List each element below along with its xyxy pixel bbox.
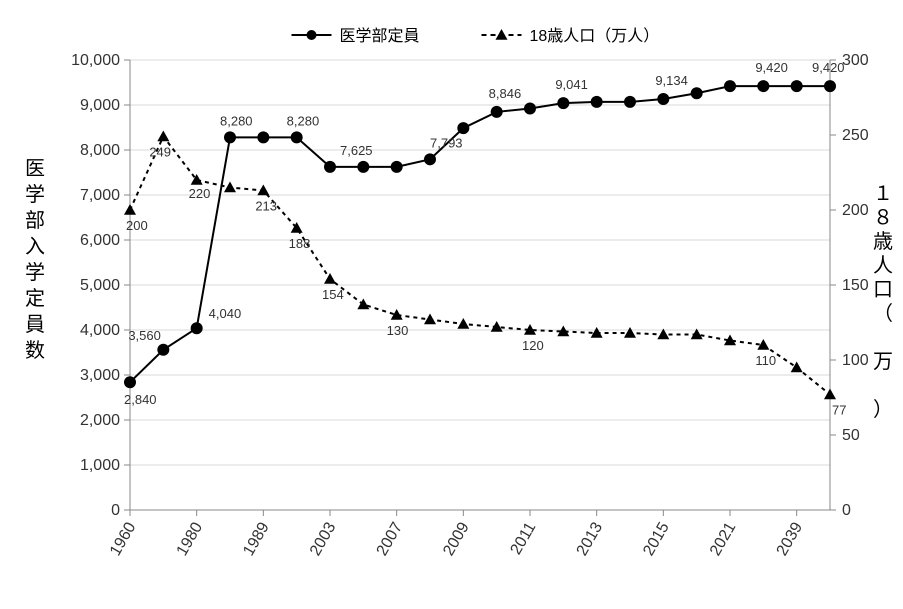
data-point xyxy=(757,80,769,92)
data-label: 77 xyxy=(832,403,846,418)
data-point xyxy=(491,106,503,118)
data-label: 130 xyxy=(387,323,409,338)
y-left-tick: 10,000 xyxy=(71,52,120,69)
data-point xyxy=(624,96,636,108)
y-right-tick: 250 xyxy=(842,127,869,144)
y-left-tick: 9,000 xyxy=(80,97,120,114)
data-point xyxy=(657,93,669,105)
data-label: 188 xyxy=(289,236,311,251)
data-point xyxy=(557,97,569,109)
data-label: 220 xyxy=(189,186,211,201)
data-point xyxy=(391,161,403,173)
legend-item: 医学部定員 xyxy=(340,27,420,45)
y-left-tick: 3,000 xyxy=(80,367,120,384)
data-label: 4,040 xyxy=(209,306,242,321)
data-label: 9,420 xyxy=(812,60,845,75)
data-label: 154 xyxy=(322,287,344,302)
data-label: 213 xyxy=(255,199,277,214)
data-point xyxy=(591,96,603,108)
y-left-tick: 4,000 xyxy=(80,322,120,339)
data-label: 7,793 xyxy=(430,135,463,150)
data-label: 110 xyxy=(755,353,776,368)
data-label: 249 xyxy=(149,145,171,160)
dual-axis-line-chart: 0 1,000 2,000 3,000 4,000 5,000 6,000 7,000 8,00… xyxy=(0,0,903,609)
y-right-tick: 200 xyxy=(842,202,869,219)
data-label: 8,280 xyxy=(220,113,253,128)
data-point xyxy=(257,131,269,143)
data-point xyxy=(124,376,136,388)
data-label: 7,625 xyxy=(340,143,373,158)
y-right-tick: 300 xyxy=(842,52,869,69)
y-left-tick: 6,000 xyxy=(80,232,120,249)
data-point xyxy=(424,153,436,165)
data-label: 2,840 xyxy=(124,392,157,407)
y-left-tick: 1,000 xyxy=(80,457,120,474)
y-left-tick: 0 xyxy=(111,502,120,519)
data-label: 8,280 xyxy=(287,113,320,128)
data-point xyxy=(691,87,703,99)
data-point xyxy=(357,161,369,173)
y-right-tick: 100 xyxy=(842,352,869,369)
y-left-tick: 2,000 xyxy=(80,412,120,429)
data-label: 120 xyxy=(522,338,544,353)
data-point xyxy=(324,161,336,173)
y-left-tick: 5,000 xyxy=(80,277,120,294)
data-point xyxy=(824,80,836,92)
y-left-tick: 7,000 xyxy=(80,187,120,204)
data-point xyxy=(724,80,736,92)
data-label: 200 xyxy=(126,218,148,233)
data-point xyxy=(524,102,536,114)
data-label: 9,420 xyxy=(755,60,788,75)
y-left-tick: 8,000 xyxy=(80,142,120,159)
data-point xyxy=(457,122,469,134)
data-label: 9,134 xyxy=(655,73,688,88)
legend-item: 18歳人口（万人） xyxy=(530,27,660,45)
data-point xyxy=(191,322,203,334)
data-label: 8,846 xyxy=(489,86,522,101)
y-right-tick: 0 xyxy=(842,502,851,519)
data-point xyxy=(791,80,803,92)
y-right-tick: 150 xyxy=(842,277,869,294)
data-point xyxy=(224,131,236,143)
data-label: 3,560 xyxy=(128,328,161,343)
data-label: 9,041 xyxy=(555,77,588,92)
y-right-tick: 50 xyxy=(842,427,860,444)
data-point xyxy=(291,131,303,143)
data-point xyxy=(157,344,169,356)
